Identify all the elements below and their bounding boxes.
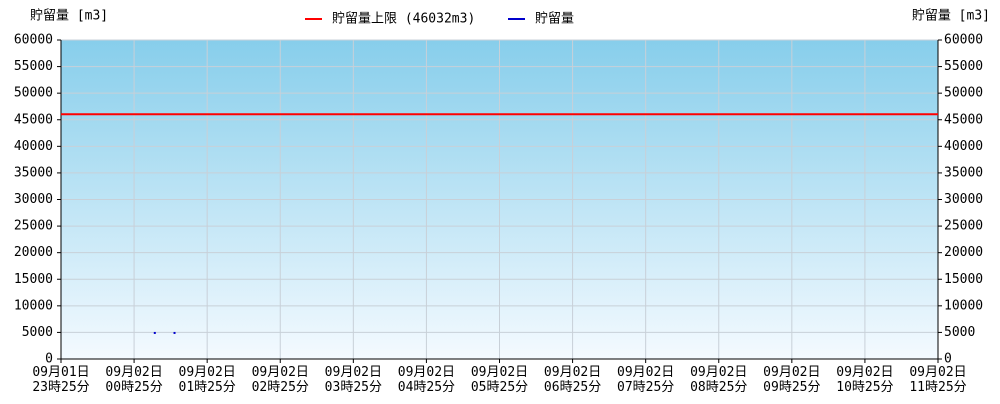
x-tick-label: 09月02日 00時25分 <box>105 365 162 395</box>
y-tick-label: 20000 <box>14 245 53 260</box>
x-tick-label: 09月02日 07時25分 <box>617 365 674 395</box>
y2-tick-label: 55000 <box>944 59 983 74</box>
y2-tick-label: 0 <box>944 352 952 367</box>
x-tick-label: 09月02日 04時25分 <box>398 365 455 395</box>
y2-tick-label: 10000 <box>944 298 983 313</box>
x-tick-label: 09月01日 23時25分 <box>32 365 89 395</box>
x-tick-label: 09月02日 01時25分 <box>179 365 236 395</box>
data-point <box>153 331 156 334</box>
legend-label: 貯留量 <box>535 12 574 27</box>
y2-tick-label: 25000 <box>944 219 983 234</box>
y-tick-label: 25000 <box>14 219 53 234</box>
y2-tick-label: 45000 <box>944 112 983 127</box>
y-tick-label: 10000 <box>14 298 53 313</box>
x-tick-label: 09月02日 05時25分 <box>471 365 528 395</box>
x-tick-label: 09月02日 03時25分 <box>325 365 382 395</box>
y-tick-label: 60000 <box>14 33 53 48</box>
y2-tick-label: 60000 <box>944 33 983 48</box>
y-tick-label: 15000 <box>14 272 53 287</box>
y-tick-label: 50000 <box>14 86 53 101</box>
y-tick-label: 45000 <box>14 112 53 127</box>
y-tick-label: 30000 <box>14 192 53 207</box>
y2-axis-label: 貯留量 [m3] <box>912 9 990 24</box>
y-axis-label: 貯留量 [m3] <box>30 9 108 24</box>
y2-tick-label: 5000 <box>944 325 975 340</box>
y-tick-label: 0 <box>45 352 53 367</box>
y2-tick-label: 50000 <box>944 86 983 101</box>
y-tick-label: 55000 <box>14 59 53 74</box>
y2-tick-label: 30000 <box>944 192 983 207</box>
x-tick-label: 09月02日 11時25分 <box>909 365 966 395</box>
legend-label: 貯留量上限 (46032m3) <box>332 12 475 27</box>
x-tick-label: 09月02日 08時25分 <box>690 365 747 395</box>
y2-tick-label: 15000 <box>944 272 983 287</box>
x-tick-label: 09月02日 09時25分 <box>763 365 820 395</box>
y2-tick-label: 35000 <box>944 165 983 180</box>
y-tick-label: 40000 <box>14 139 53 154</box>
y2-tick-label: 20000 <box>944 245 983 260</box>
x-tick-label: 09月02日 02時25分 <box>252 365 309 395</box>
y-tick-label: 35000 <box>14 165 53 180</box>
x-tick-label: 09月02日 10時25分 <box>836 365 893 395</box>
x-tick-label: 09月02日 06時25分 <box>544 365 601 395</box>
y-tick-label: 5000 <box>22 325 53 340</box>
data-point <box>173 331 176 334</box>
y2-tick-label: 40000 <box>944 139 983 154</box>
